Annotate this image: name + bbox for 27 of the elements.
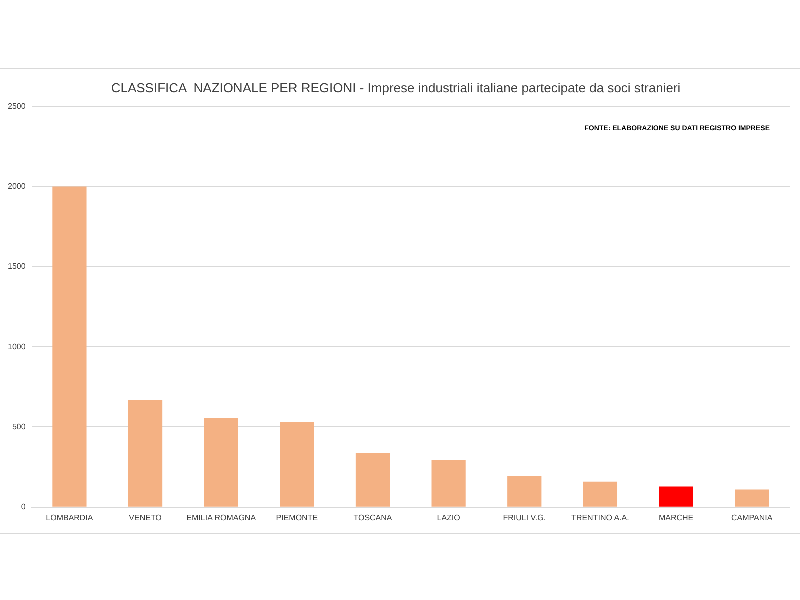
bar: [204, 418, 238, 507]
y-tick-label: 1000: [8, 342, 26, 352]
bar: [735, 490, 770, 507]
bar: [508, 476, 542, 507]
x-tick-label: TRENTINO A.A.: [572, 513, 630, 522]
x-tick-label: VENETO: [129, 513, 162, 522]
chart-title: CLASSIFICA NAZIONALE PER REGIONI - Imprese industriali italiane partecipate da soci stranieri: [111, 80, 681, 96]
x-tick-label: CAMPANIA: [731, 513, 774, 522]
x-tick-label: MARCHE: [658, 513, 694, 522]
bar: [659, 486, 694, 507]
bar: [583, 482, 618, 507]
y-tick-label: 0: [21, 502, 26, 512]
x-tick-label: LAZIO: [437, 513, 460, 522]
y-tick-label: 2000: [8, 182, 26, 191]
bar: [280, 422, 314, 507]
x-tick-label: LOMBARDIA: [46, 513, 94, 522]
y-tick-label: 2500: [8, 102, 26, 111]
y-tick-label: 1500: [8, 262, 26, 272]
x-tick-label: TOSCANA: [354, 513, 393, 522]
bar: [52, 186, 87, 507]
y-tick-label: 500: [12, 422, 26, 432]
x-tick-label: FRIULI V.G.: [503, 513, 546, 522]
x-tick-label: PIEMONTE: [276, 513, 318, 522]
x-tick-label: EMILIA ROMAGNA: [186, 513, 257, 522]
bar: [128, 400, 163, 507]
bar: [432, 460, 466, 507]
bar: [356, 453, 390, 507]
